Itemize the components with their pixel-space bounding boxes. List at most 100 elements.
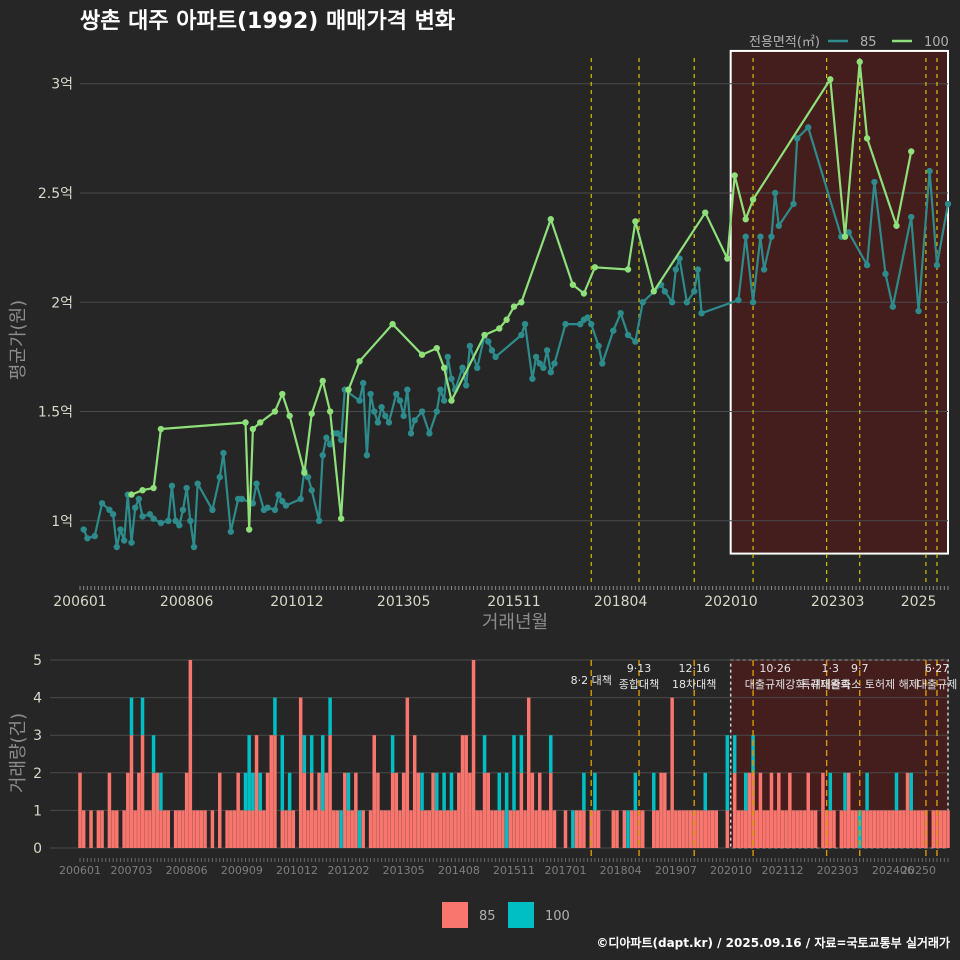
volume-bar-85	[747, 772, 752, 848]
volume-y-tick-label: 5	[33, 653, 42, 669]
volume-bar-85	[361, 810, 365, 848]
volume-bar-85	[81, 810, 86, 848]
volume-bar-100	[519, 735, 524, 773]
volume-bar-85	[714, 810, 719, 848]
volume-bar-85	[306, 810, 310, 848]
volume-bar-85	[210, 810, 215, 848]
series-85-point	[98, 500, 106, 507]
volume-bar-85	[457, 772, 461, 848]
volume-bar-85	[126, 772, 130, 848]
series-85-point	[371, 408, 378, 415]
series-100-point	[286, 412, 293, 420]
volume-bar-85	[887, 810, 891, 848]
series-85-point	[113, 543, 120, 551]
volume-bar-85	[552, 810, 557, 848]
series-100-point	[389, 320, 396, 328]
volume-bar-85	[383, 810, 388, 848]
volume-bar-100	[346, 772, 351, 811]
volume-bar-100	[247, 735, 251, 811]
series-85-point	[411, 417, 418, 424]
volume-bar-85	[898, 810, 902, 848]
volume-bar-85	[446, 810, 450, 848]
volume-bar-85	[332, 810, 336, 848]
series-85-point	[536, 360, 543, 367]
series-85-point	[661, 288, 668, 295]
volume-bar-85	[534, 810, 538, 848]
series-85-point	[768, 233, 775, 240]
volume-legend: 85 100	[442, 902, 570, 928]
volume-y-tick-label: 4	[33, 691, 42, 707]
x-tick-label: 200601	[53, 594, 106, 610]
series-85-point	[610, 327, 617, 334]
volume-bar-85	[909, 810, 913, 848]
series-85-point	[735, 296, 742, 304]
policy-annotation: 1·3	[822, 662, 840, 675]
volume-bar-85	[192, 810, 196, 848]
series-100-point	[279, 390, 286, 398]
volume-bar-85	[287, 810, 292, 848]
series-85-point	[466, 342, 474, 350]
volume-bar-85	[96, 810, 101, 848]
series-85-point	[889, 303, 897, 310]
series-85-point	[444, 353, 451, 361]
series-85-point	[209, 506, 216, 514]
series-85-point	[474, 364, 481, 372]
series-100-point	[356, 358, 363, 365]
y-tick-label: 1.5억	[38, 405, 73, 421]
series-100-point	[308, 410, 315, 417]
series-85-point	[80, 526, 87, 533]
volume-bar-85	[883, 810, 888, 848]
volume-bar-100	[909, 772, 913, 811]
y-tick-label: 1억	[51, 514, 73, 530]
volume-bar-85	[501, 810, 505, 848]
volume-bar-85	[596, 810, 601, 848]
series-85-point	[426, 430, 433, 437]
policy-annotation: 8·2 대책	[571, 674, 612, 687]
policy-annotation: 9·7	[851, 662, 869, 675]
series-100-point	[724, 255, 731, 262]
volume-bar-85	[376, 772, 380, 848]
series-85-point	[577, 320, 584, 328]
x-tick-label: 202303	[811, 594, 864, 610]
volume-bar-85	[703, 810, 708, 848]
volume-bar-85	[637, 810, 641, 848]
series-85-point	[562, 320, 569, 328]
series-85-point	[488, 347, 496, 354]
series-100-point	[650, 288, 657, 295]
volume-bar-85	[324, 772, 329, 848]
volume-bar-85	[133, 810, 137, 848]
volume-bar-85	[243, 810, 248, 848]
legend-label-100: 100	[924, 35, 949, 50]
volume-bar-85	[942, 810, 947, 848]
series-100-point	[827, 76, 834, 83]
volume-bar-85	[199, 810, 204, 848]
volume-bar-85	[423, 810, 428, 848]
volume-bar-85	[203, 810, 207, 848]
volume-bar-85	[865, 810, 869, 848]
series-100-point	[518, 299, 525, 306]
volume-bar-85	[736, 810, 741, 848]
volume-bar-85	[640, 810, 645, 848]
volume-x-tick-label: 200703	[110, 864, 152, 877]
volume-bar-85	[843, 810, 847, 848]
volume-bar-85	[188, 660, 193, 848]
volume-bar-85	[354, 772, 358, 848]
series-85-point	[91, 532, 98, 540]
volume-bar-85	[732, 772, 737, 848]
policy-annotation: 종합대책	[619, 678, 659, 691]
volume-bar-85	[699, 810, 704, 848]
volume-bar-85	[372, 735, 376, 848]
series-100-point	[481, 331, 488, 339]
volume-bar-85	[762, 810, 766, 848]
volume-bar-85	[317, 772, 321, 848]
volume-bar-85	[240, 810, 244, 848]
volume-bar-85	[924, 810, 928, 848]
volume-bar-100	[251, 772, 255, 811]
y-tick-label: 2.5억	[38, 186, 73, 202]
volume-bar-85	[442, 810, 446, 848]
volume-bar-85	[229, 810, 233, 848]
legend-label-100: 100	[545, 909, 570, 924]
volume-bar-85	[100, 810, 104, 848]
volume-bar-100	[633, 772, 638, 811]
volume-bar-85	[251, 810, 255, 848]
